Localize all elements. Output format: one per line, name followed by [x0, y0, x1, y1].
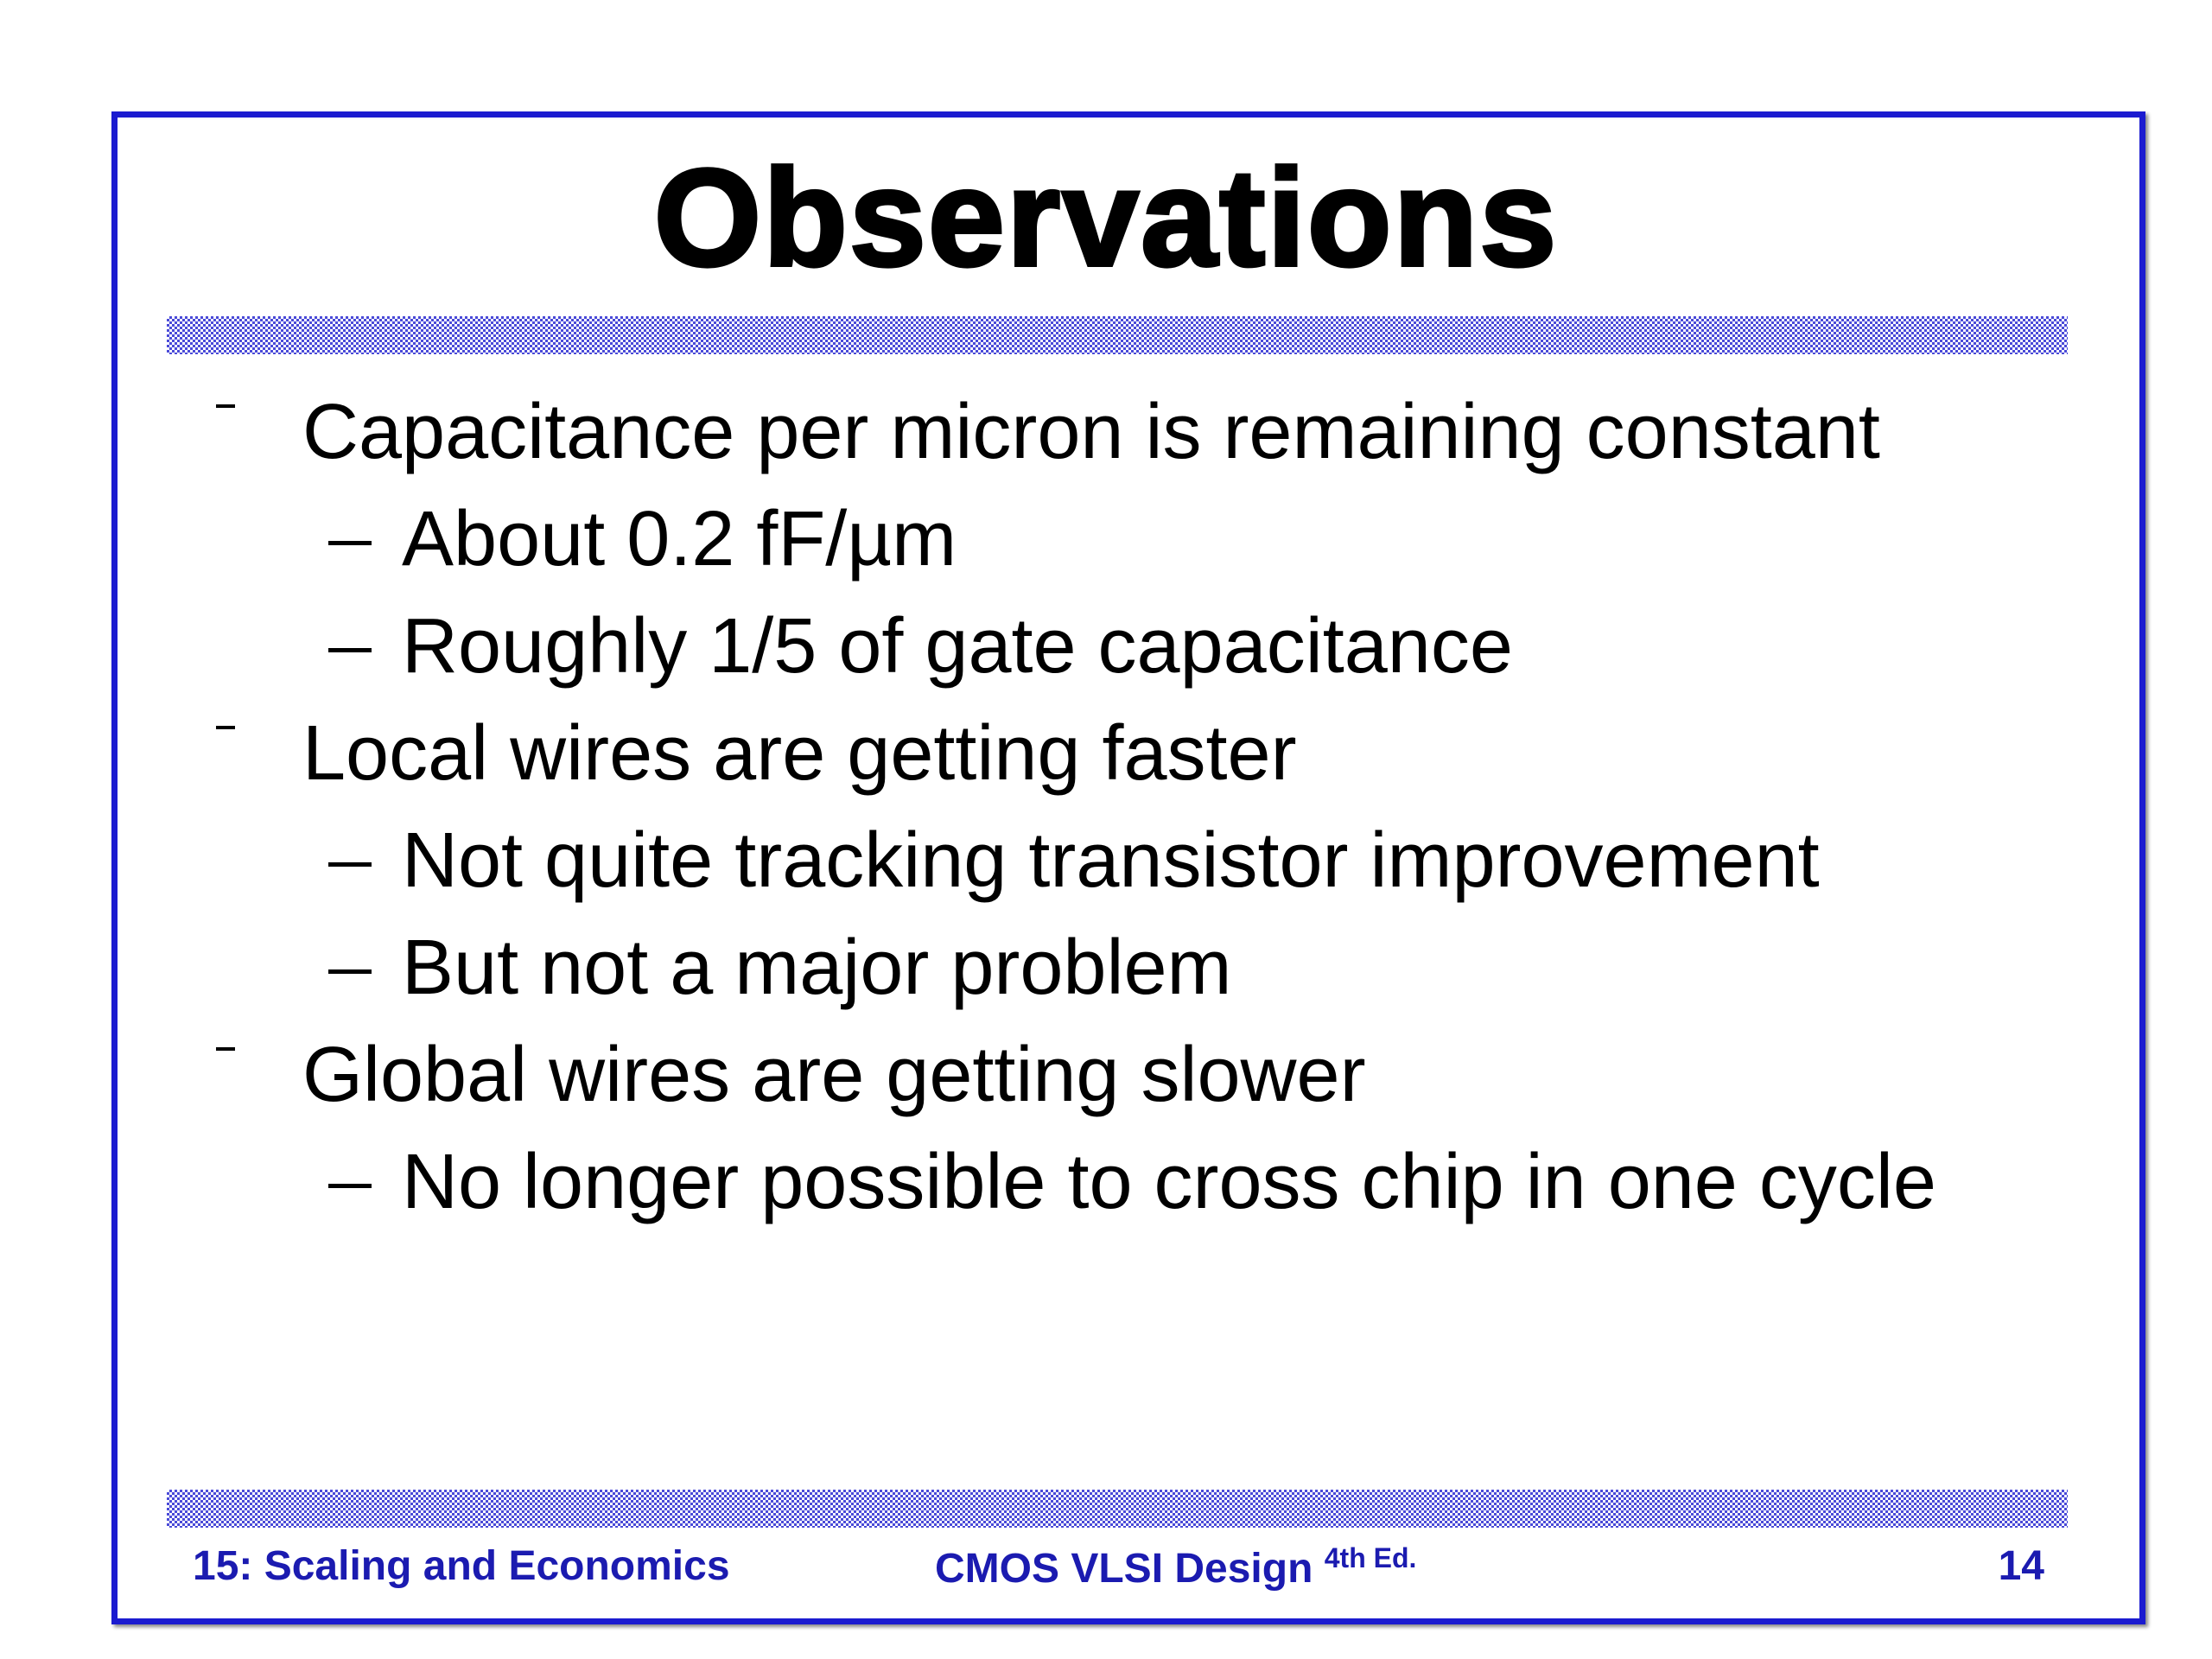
- sub-bullet-marker: [328, 541, 372, 545]
- bullet-text: Capacitance per micron is remaining cons…: [302, 389, 1880, 475]
- sub-bullet-marker: [328, 862, 372, 867]
- footer-page-number: 14: [1998, 1543, 2044, 1589]
- footer-center-text: CMOS VLSI Design: [935, 1546, 1313, 1592]
- footer-left: 15: Scaling and Economics: [193, 1543, 730, 1589]
- footer-superscript: 4th Ed.: [1324, 1542, 1417, 1573]
- slide-frame: [111, 111, 2145, 1624]
- sub-bullet-marker: [328, 1184, 372, 1188]
- bullet-text: Global wires are getting slower: [302, 1032, 1366, 1118]
- bottom-rule: [167, 1490, 2068, 1528]
- top-rule: [167, 316, 2068, 354]
- sub-bullet-marker: [328, 648, 372, 652]
- sub-bullet-marker: [328, 969, 372, 974]
- bullet-marker: [216, 726, 235, 729]
- footer-center: CMOS VLSI Design 4th Ed.: [935, 1542, 1416, 1592]
- slide-title: Observations: [652, 138, 1559, 296]
- sub-bullet-text: Roughly 1/5 of gate capacitance: [402, 603, 1513, 690]
- sub-bullet-text: No longer possible to cross chip in one …: [402, 1139, 1936, 1225]
- bullet-text: Local wires are getting faster: [302, 710, 1297, 797]
- sub-bullet-text: Not quite tracking transistor improvemen…: [402, 817, 1820, 904]
- sub-bullet-text: About 0.2 fF/µm: [402, 496, 957, 582]
- sub-bullet-text: But not a major problem: [402, 925, 1232, 1011]
- bullet-marker: [216, 404, 235, 408]
- bullet-marker: [216, 1047, 235, 1051]
